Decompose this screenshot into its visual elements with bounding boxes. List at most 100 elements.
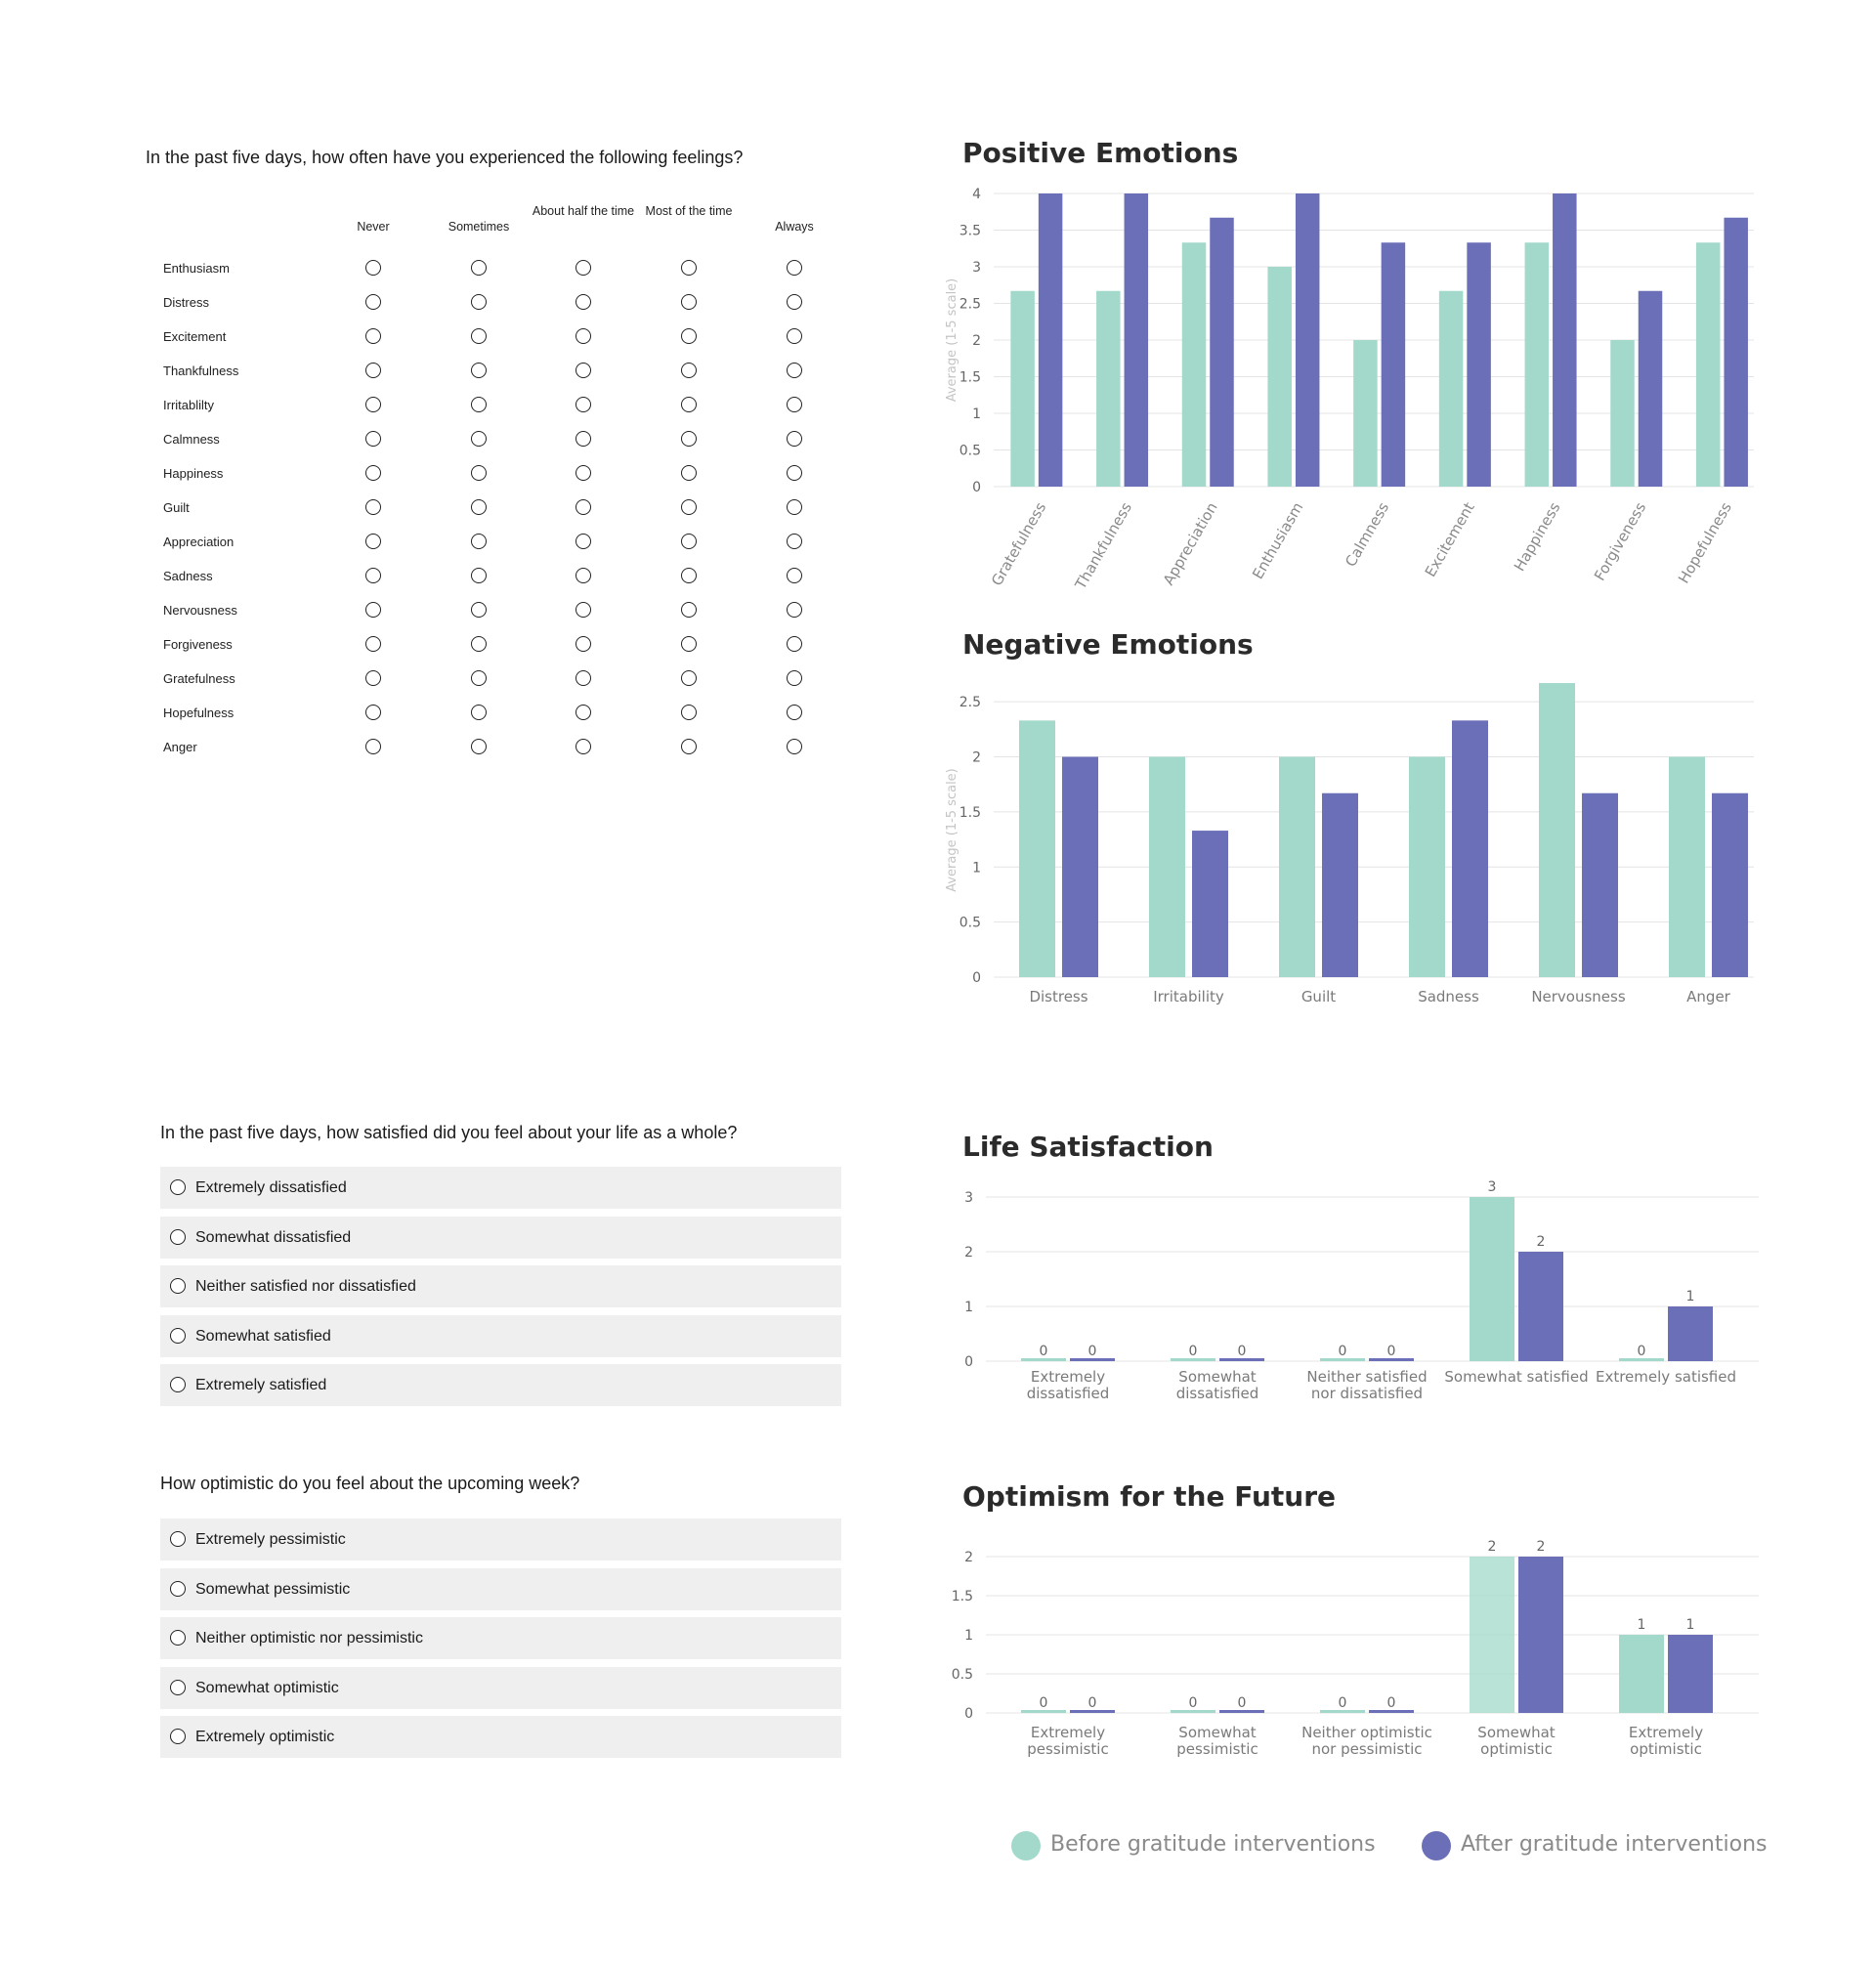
optimism-option-extremely-pessimistic[interactable]: Extremely pessimistic [160, 1518, 841, 1561]
data-label: 0 [1040, 1695, 1048, 1711]
radio-appreciation-always[interactable] [787, 534, 802, 549]
radio-hopefulness-always[interactable] [787, 705, 802, 720]
optimism-option-somewhat-pessimistic[interactable]: Somewhat pessimistic [160, 1567, 841, 1610]
radio-button[interactable] [170, 1179, 186, 1195]
radio-forgiveness-about-half-the-time[interactable] [576, 636, 591, 652]
option-label: Somewhat optimistic [195, 1679, 339, 1696]
radio-nervousness-never[interactable] [365, 602, 381, 618]
life-option-extremely-satisfied[interactable]: Extremely satisfied [160, 1364, 841, 1406]
radio-excitement-sometimes[interactable] [471, 328, 487, 344]
radio-button[interactable] [170, 1531, 186, 1547]
radio-appreciation-sometimes[interactable] [471, 534, 487, 549]
radio-enthusiasm-most-of-the-time[interactable] [681, 260, 697, 276]
radio-forgiveness-never[interactable] [365, 636, 381, 652]
life-option-extremely-dissatisfied[interactable]: Extremely dissatisfied [160, 1167, 841, 1209]
radio-guilt-most-of-the-time[interactable] [681, 499, 697, 515]
radio-calmness-always[interactable] [787, 431, 802, 447]
radio-nervousness-always[interactable] [787, 602, 802, 618]
radio-calmness-sometimes[interactable] [471, 431, 487, 447]
radio-enthusiasm-sometimes[interactable] [471, 260, 487, 276]
radio-enthusiasm-always[interactable] [787, 260, 802, 276]
radio-guilt-never[interactable] [365, 499, 381, 515]
radio-thankfulness-never[interactable] [365, 363, 381, 378]
radio-forgiveness-always[interactable] [787, 636, 802, 652]
radio-calmness-most-of-the-time[interactable] [681, 431, 697, 447]
radio-happiness-always[interactable] [787, 465, 802, 481]
radio-excitement-always[interactable] [787, 328, 802, 344]
radio-sadness-sometimes[interactable] [471, 568, 487, 583]
radio-sadness-never[interactable] [365, 568, 381, 583]
radio-hopefulness-sometimes[interactable] [471, 705, 487, 720]
radio-button[interactable] [170, 1278, 186, 1294]
radio-calmness-about-half-the-time[interactable] [576, 431, 591, 447]
radio-sadness-about-half-the-time[interactable] [576, 568, 591, 583]
radio-guilt-about-half-the-time[interactable] [576, 499, 591, 515]
radio-button[interactable] [170, 1630, 186, 1646]
radio-happiness-about-half-the-time[interactable] [576, 465, 591, 481]
radio-calmness-never[interactable] [365, 431, 381, 447]
radio-anger-always[interactable] [787, 739, 802, 754]
optimism-option-neither-optimistic-nor-pessimistic[interactable]: Neither optimistic nor pessimistic [160, 1617, 841, 1659]
life-option-somewhat-dissatisfied[interactable]: Somewhat dissatisfied [160, 1216, 841, 1259]
radio-excitement-never[interactable] [365, 328, 381, 344]
radio-anger-about-half-the-time[interactable] [576, 739, 591, 754]
radio-happiness-most-of-the-time[interactable] [681, 465, 697, 481]
radio-enthusiasm-about-half-the-time[interactable] [576, 260, 591, 276]
optimism-option-somewhat-optimistic[interactable]: Somewhat optimistic [160, 1666, 841, 1709]
radio-irritablilty-most-of-the-time[interactable] [681, 397, 697, 412]
radio-gratefulness-about-half-the-time[interactable] [576, 670, 591, 686]
radio-distress-sometimes[interactable] [471, 294, 487, 310]
radio-appreciation-never[interactable] [365, 534, 381, 549]
radio-anger-most-of-the-time[interactable] [681, 739, 697, 754]
radio-distress-never[interactable] [365, 294, 381, 310]
radio-distress-about-half-the-time[interactable] [576, 294, 591, 310]
radio-excitement-most-of-the-time[interactable] [681, 328, 697, 344]
radio-sadness-most-of-the-time[interactable] [681, 568, 697, 583]
radio-thankfulness-about-half-the-time[interactable] [576, 363, 591, 378]
radio-forgiveness-most-of-the-time[interactable] [681, 636, 697, 652]
radio-enthusiasm-never[interactable] [365, 260, 381, 276]
life-option-somewhat-satisfied[interactable]: Somewhat satisfied [160, 1314, 841, 1357]
radio-appreciation-most-of-the-time[interactable] [681, 534, 697, 549]
radio-thankfulness-always[interactable] [787, 363, 802, 378]
optimism-option-extremely-optimistic[interactable]: Extremely optimistic [160, 1716, 841, 1758]
radio-gratefulness-most-of-the-time[interactable] [681, 670, 697, 686]
life-option-neither-satisfied-nor-dissatisfied[interactable]: Neither satisfied nor dissatisfied [160, 1265, 841, 1307]
radio-hopefulness-most-of-the-time[interactable] [681, 705, 697, 720]
radio-anger-sometimes[interactable] [471, 739, 487, 754]
radio-button[interactable] [170, 1327, 186, 1344]
radio-appreciation-about-half-the-time[interactable] [576, 534, 591, 549]
radio-gratefulness-never[interactable] [365, 670, 381, 686]
radio-irritablilty-never[interactable] [365, 397, 381, 412]
radio-distress-always[interactable] [787, 294, 802, 310]
radio-excitement-about-half-the-time[interactable] [576, 328, 591, 344]
radio-irritablilty-about-half-the-time[interactable] [576, 397, 591, 412]
radio-hopefulness-never[interactable] [365, 705, 381, 720]
radio-happiness-sometimes[interactable] [471, 465, 487, 481]
radio-hopefulness-about-half-the-time[interactable] [576, 705, 591, 720]
radio-gratefulness-sometimes[interactable] [471, 670, 487, 686]
radio-happiness-never[interactable] [365, 465, 381, 481]
radio-thankfulness-sometimes[interactable] [471, 363, 487, 378]
radio-button[interactable] [170, 1729, 186, 1744]
chart-title-life: Life Satisfaction [962, 1131, 1214, 1163]
radio-anger-never[interactable] [365, 739, 381, 754]
radio-nervousness-sometimes[interactable] [471, 602, 487, 618]
radio-button[interactable] [170, 1580, 186, 1597]
y-tick-label: 1 [972, 860, 981, 876]
radio-sadness-always[interactable] [787, 568, 802, 583]
radio-guilt-sometimes[interactable] [471, 499, 487, 515]
radio-irritablilty-always[interactable] [787, 397, 802, 412]
radio-forgiveness-sometimes[interactable] [471, 636, 487, 652]
radio-nervousness-about-half-the-time[interactable] [576, 602, 591, 618]
radio-button[interactable] [170, 1228, 186, 1245]
radio-distress-most-of-the-time[interactable] [681, 294, 697, 310]
radio-irritablilty-sometimes[interactable] [471, 397, 487, 412]
radio-gratefulness-always[interactable] [787, 670, 802, 686]
radio-thankfulness-most-of-the-time[interactable] [681, 363, 697, 378]
radio-guilt-always[interactable] [787, 499, 802, 515]
bar-before [1409, 756, 1445, 977]
radio-nervousness-most-of-the-time[interactable] [681, 602, 697, 618]
radio-button[interactable] [170, 1377, 186, 1392]
radio-button[interactable] [170, 1679, 186, 1695]
